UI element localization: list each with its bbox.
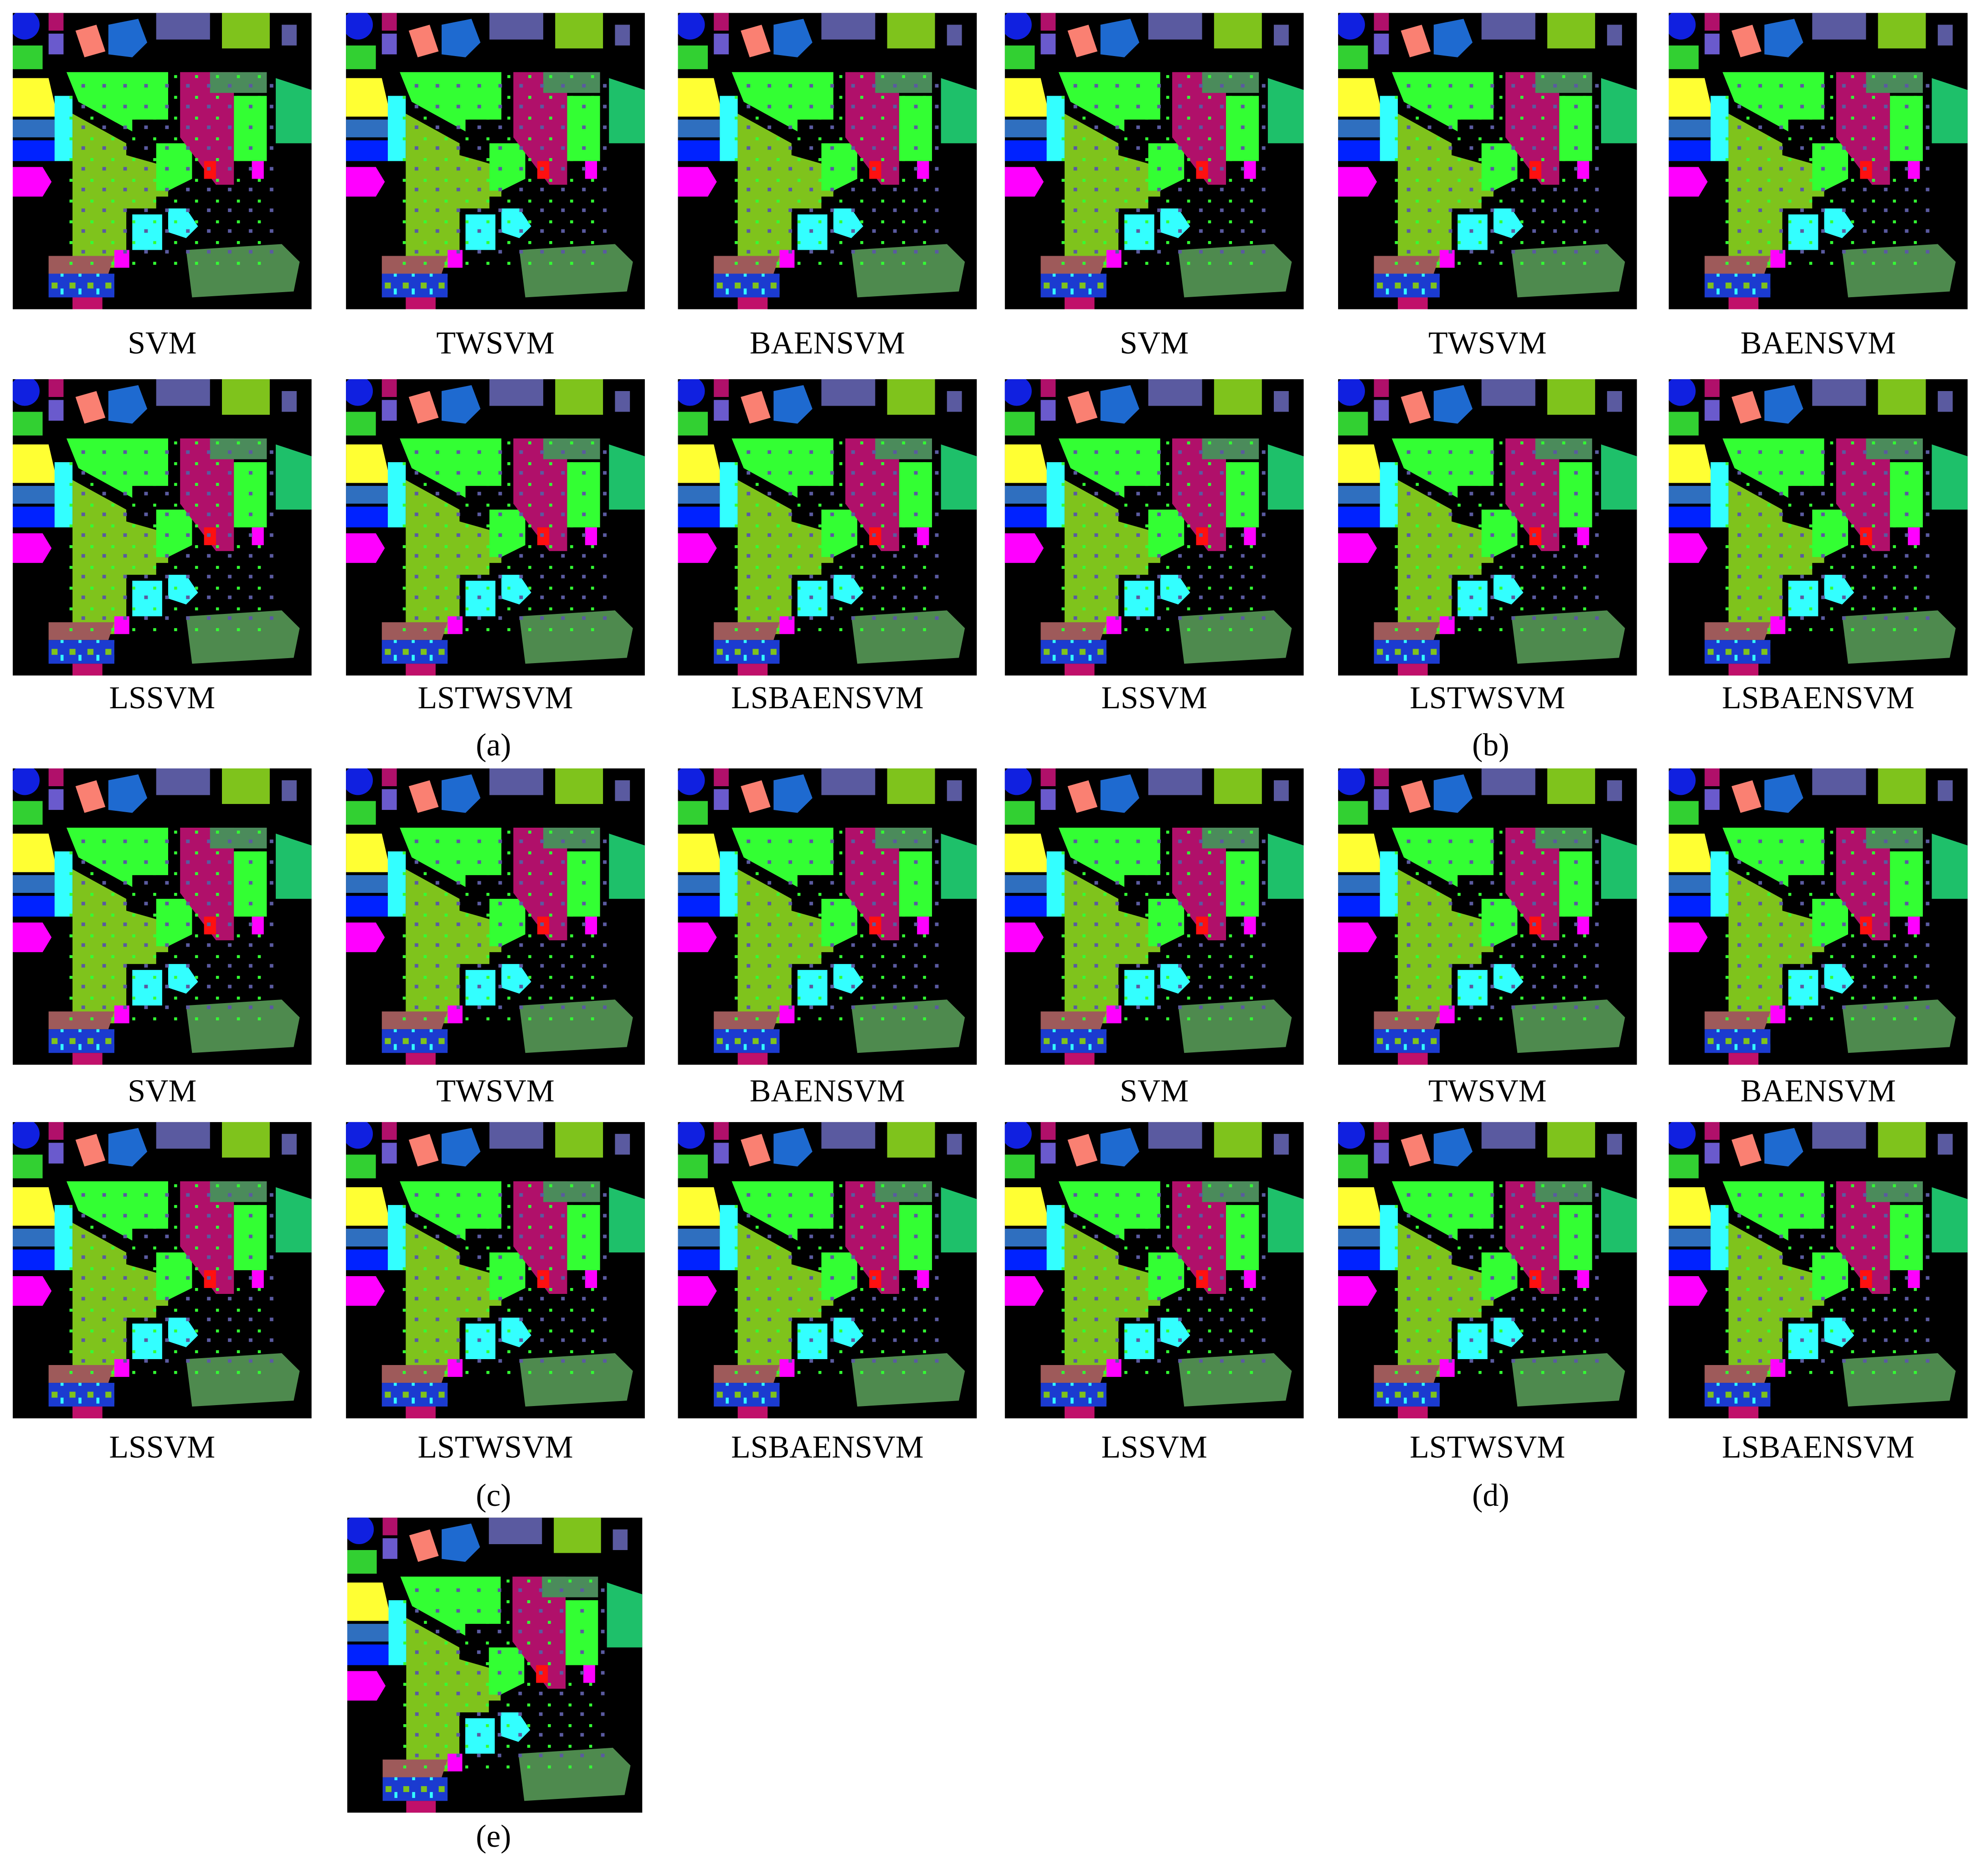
classification-map [1669, 768, 1968, 1065]
classification-map [346, 1122, 645, 1419]
map-caption: BAENSVM [750, 1073, 905, 1108]
classification-map [1338, 1122, 1637, 1419]
panel-label: (a) [476, 727, 511, 762]
classification-map [346, 768, 645, 1065]
map-caption: LSSVM [1101, 680, 1207, 716]
classification-map [346, 379, 645, 676]
classification-map [1338, 768, 1637, 1065]
map-caption: LSSVM [1101, 1430, 1207, 1465]
panel-label: (b) [1472, 727, 1509, 762]
classification-map [12, 768, 312, 1065]
map-caption: LSTWSVM [1410, 680, 1565, 716]
map-caption: TWSVM [436, 1073, 555, 1108]
map-caption: TWSVM [436, 325, 555, 361]
classification-map [346, 13, 645, 309]
panel-label: (c) [476, 1478, 511, 1513]
map-caption: LSTWSVM [417, 1430, 573, 1465]
map-caption: LSSVM [109, 1430, 216, 1465]
panel-label: (d) [1472, 1478, 1509, 1513]
classification-map [1338, 13, 1637, 309]
map-caption: TWSVM [1428, 1073, 1547, 1108]
classification-map [1669, 13, 1968, 309]
map-caption: LSBAENSVM [1722, 680, 1914, 716]
map-caption: TWSVM [1428, 325, 1547, 361]
classification-map [1669, 379, 1968, 676]
classification-map [12, 1122, 312, 1419]
map-caption: SVM [128, 325, 196, 361]
map-caption: LSBAENSVM [1722, 1430, 1914, 1465]
classification-map [1338, 379, 1637, 676]
classification-map [1004, 768, 1304, 1065]
map-caption: LSBAENSVM [731, 1430, 923, 1465]
classification-map [678, 1122, 977, 1419]
map-caption: SVM [1120, 1073, 1189, 1108]
classification-map [678, 379, 977, 676]
classification-map [1004, 1122, 1304, 1419]
classification-map [12, 13, 312, 309]
map-caption: SVM [1120, 325, 1189, 361]
classification-map [1004, 13, 1304, 309]
map-caption: BAENSVM [1741, 325, 1896, 361]
map-caption: BAENSVM [750, 325, 905, 361]
map-caption: LSBAENSVM [731, 680, 923, 716]
map-caption: LSSVM [109, 680, 216, 716]
classification-map [1669, 1122, 1968, 1419]
map-caption: LSTWSVM [417, 680, 573, 716]
classification-map [1004, 379, 1304, 676]
map-caption: BAENSVM [1741, 1073, 1896, 1108]
map-caption: LSTWSVM [1410, 1430, 1565, 1465]
classification-map [678, 13, 977, 309]
classification-map [678, 768, 977, 1065]
panel-label: (e) [476, 1819, 511, 1854]
map-caption: SVM [128, 1073, 196, 1108]
classification-map [12, 379, 312, 676]
ground-truth-map [347, 1517, 643, 1813]
